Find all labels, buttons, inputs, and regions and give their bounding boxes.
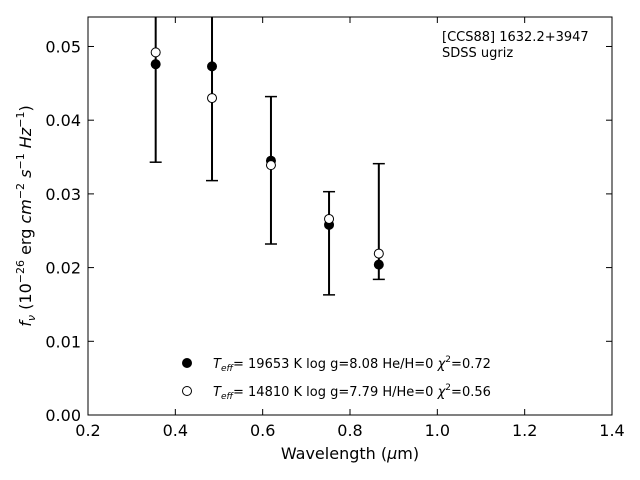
legend: Teff= 19653 K log g=8.08 He/H=0 χ2=0.72 … [182, 355, 491, 402]
x-tick-label: 0.2 [75, 421, 100, 440]
y-tick-label: 0.03 [45, 185, 81, 204]
y-tick-label: 0.02 [45, 259, 81, 278]
model-point-open [373, 248, 384, 259]
y-tick-label: 0.00 [45, 406, 81, 425]
legend-entry-1: Teff= 19653 K log g=8.08 He/H=0 χ2=0.72 [213, 355, 491, 374]
x-tick-label: 1.2 [512, 421, 537, 440]
legend-marker-filled [182, 358, 192, 368]
legend-entry-2: Teff= 14810 K log g=7.79 H/He=0 χ2=0.56 [213, 383, 491, 402]
x-tick-label: 0.8 [337, 421, 362, 440]
annotation-line-2: SDSS ugriz [442, 46, 513, 61]
y-tick-label: 0.05 [45, 37, 81, 56]
x-tick-label: 1.4 [599, 421, 624, 440]
x-tick-label: 1.0 [425, 421, 450, 440]
legend-marker-open [182, 386, 192, 396]
x-axis-label: Wavelength (μm) [281, 444, 419, 463]
x-tick-label: 0.4 [163, 421, 188, 440]
x-tick-label: 0.6 [250, 421, 275, 440]
plot-area-marks [149, 17, 385, 296]
y-axis-label: fν (10−26 erg cm−2 s−1 Hz−1) [14, 105, 38, 326]
plot-frame [87, 16, 613, 416]
y-tick-label: 0.04 [45, 111, 81, 130]
svg-text:fν (10−26 erg cm−2 s−1 Hz−1): fν (10−26 erg cm−2 s−1 Hz−1) [14, 105, 38, 326]
model-point-filled [373, 259, 384, 270]
model-point-open [150, 47, 161, 58]
y-tick-label: 0.01 [45, 332, 81, 351]
model-point-filled [150, 59, 161, 70]
model-point-open [265, 160, 276, 171]
model-point-filled [207, 61, 218, 72]
annotation-line-1: [CCS88] 1632.2+3947 [442, 30, 589, 45]
axis-ticks: 0.2 0.4 0.6 0.8 1.0 1.2 1.4 0.00 0.01 0.02 0.03 0.0… [45, 17, 625, 440]
model-point-open [324, 213, 335, 224]
model-point-open [207, 93, 218, 104]
